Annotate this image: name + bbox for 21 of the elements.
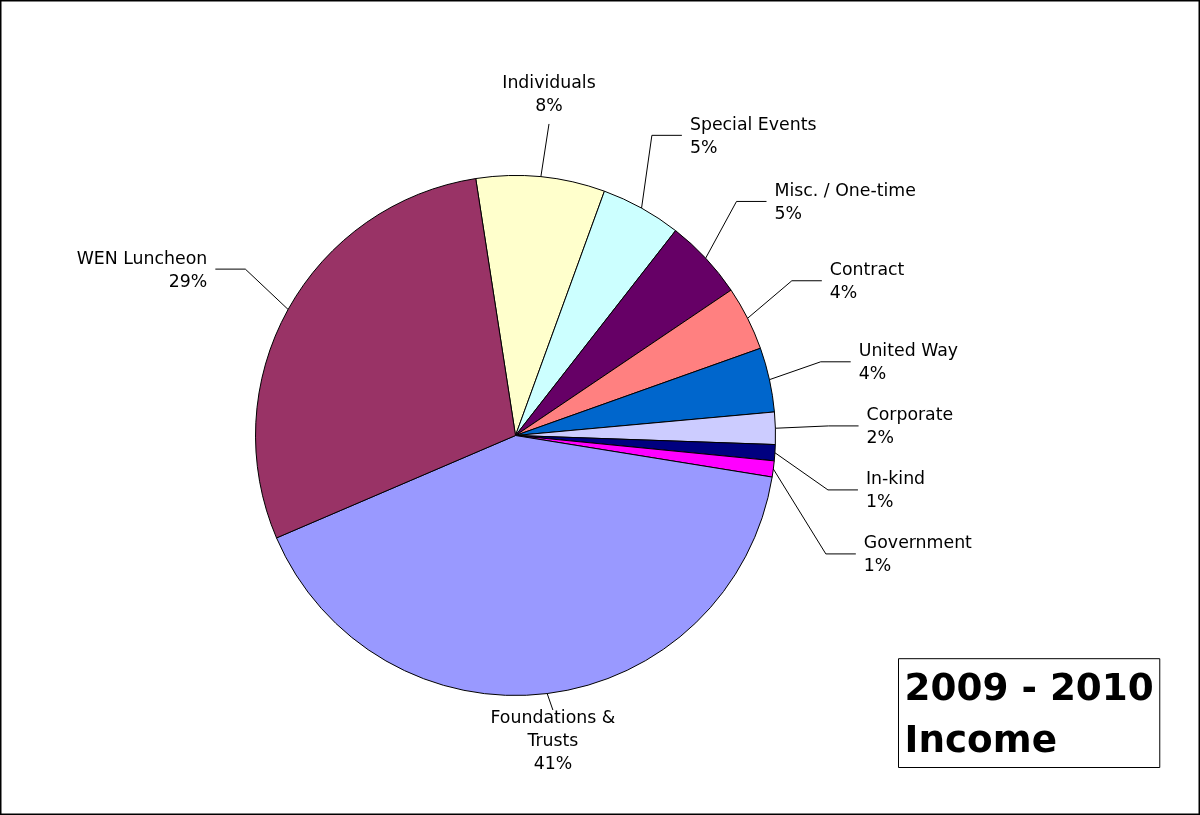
slice-label: Special Events [689, 113, 817, 134]
data-label: 41% [533, 753, 573, 774]
data-label: 29% [168, 270, 208, 291]
slice-label: In-kind [865, 468, 926, 489]
data-label: 8% [535, 95, 563, 116]
data-label: 4% [858, 363, 887, 384]
data-label: 1% [863, 555, 892, 576]
slice-label: Misc. / One-time [774, 179, 916, 200]
slice-label: WEN Luncheon [76, 247, 208, 268]
slice-label: Contract [829, 259, 905, 280]
slice-label: Foundations & Trusts [490, 707, 616, 751]
data-label: 1% [865, 491, 894, 512]
data-label: 2% [866, 427, 895, 448]
data-label: 5% [689, 136, 718, 157]
slice-label: Individuals [502, 72, 596, 93]
data-label: 5% [774, 202, 802, 223]
slice-label: Government [863, 532, 973, 553]
slice-label: United Way [858, 340, 959, 361]
data-label: 4% [829, 282, 858, 303]
slice-label: Corporate [866, 404, 954, 425]
text: 2009 - 2010 Income [904, 664, 1154, 762]
